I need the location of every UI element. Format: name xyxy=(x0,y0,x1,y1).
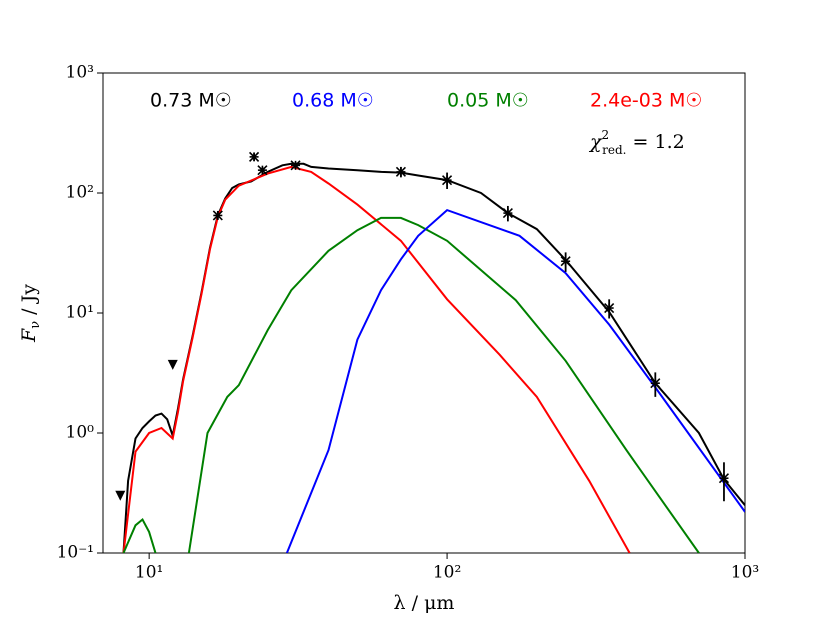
data-point xyxy=(442,175,453,186)
mass-label: 2.4e-03 M☉ xyxy=(590,90,702,112)
x-tick-label: 10¹ xyxy=(135,563,163,583)
data-point xyxy=(502,208,513,219)
data-point xyxy=(395,166,406,177)
mass-label: 0.73 M☉ xyxy=(150,90,232,112)
chi2-sub: red. xyxy=(602,143,626,157)
mass-label: 0.68 M☉ xyxy=(292,90,374,112)
sed-line xyxy=(122,165,631,553)
y-tick-label: 10⁰ xyxy=(66,423,95,443)
chi2-tail: = 1.2 xyxy=(627,131,685,153)
sed-line xyxy=(122,162,745,553)
mass-label: 0.05 M☉ xyxy=(447,90,529,112)
x-tick-label: 10³ xyxy=(731,563,759,583)
data-point xyxy=(257,165,268,176)
upper-limit xyxy=(115,490,126,501)
data-point xyxy=(718,473,730,484)
x-axis-label: λ / μm xyxy=(394,592,455,614)
y-tick-label: 10² xyxy=(66,183,94,203)
data-point xyxy=(604,302,615,314)
chi2: χ2 red. = 1.2 xyxy=(588,128,685,157)
y-label-sub: ν xyxy=(28,321,43,329)
sed-line xyxy=(285,208,745,553)
data-point xyxy=(212,210,223,221)
y-tick-label: 10¹ xyxy=(66,303,94,323)
data-point xyxy=(560,256,571,267)
chi2-base: χ xyxy=(588,131,603,153)
y-label-base: F xyxy=(18,328,40,343)
sed-line xyxy=(122,216,700,553)
data-point xyxy=(249,151,260,162)
y-tick-label: 10³ xyxy=(66,63,94,83)
y-axis-label: Fν / Jy xyxy=(18,284,43,343)
upper-limit xyxy=(167,359,178,370)
y-tick-label: 10⁻¹ xyxy=(57,543,94,563)
data-point xyxy=(650,378,661,389)
data-point xyxy=(290,160,301,171)
x-tick-label: 10² xyxy=(433,563,461,583)
chi2-sup: 2 xyxy=(602,128,610,142)
lines xyxy=(122,162,745,553)
y-label-tail: / Jy xyxy=(18,284,40,321)
